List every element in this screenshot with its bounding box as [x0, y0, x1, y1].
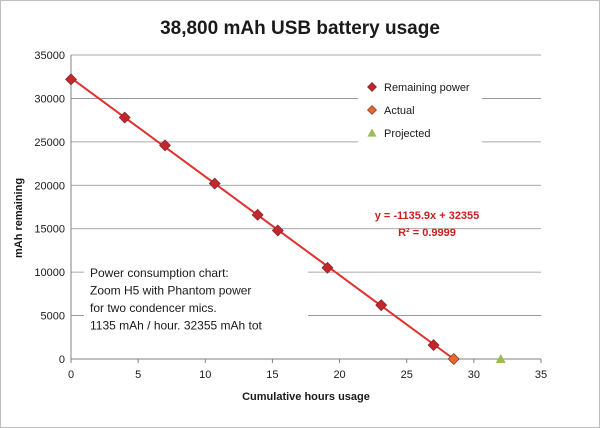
data-point-remaining	[65, 73, 77, 86]
data-point-remaining	[321, 261, 334, 274]
note-background	[84, 262, 308, 338]
trendline	[70, 77, 455, 360]
annotation-note: Power consumption chart: Zoom H5 with Pha…	[84, 262, 308, 338]
y-axis-label: mAh remaining	[13, 178, 25, 258]
axes	[70, 55, 542, 363]
data-point-remaining	[271, 224, 284, 237]
x-tick-label: 30	[468, 369, 480, 381]
x-tick-label: 20	[333, 369, 345, 381]
x-tick-label: 35	[535, 369, 547, 381]
y-tick-label: 35000	[34, 50, 65, 62]
legend-label: Remaining power	[384, 82, 470, 94]
note-line: 1135 mAh / hour. 32355 mAh tot	[90, 319, 263, 333]
data-point-remaining	[375, 299, 388, 312]
data-point-remaining	[427, 339, 440, 352]
legend-background	[358, 72, 482, 144]
y-tick-label: 25000	[34, 137, 65, 149]
x-tick-label: 25	[401, 369, 413, 381]
note-line: Power consumption chart:	[90, 266, 229, 280]
x-tick-label: 5	[135, 369, 141, 381]
data-point-remaining	[251, 208, 264, 221]
legend-marker-projected	[367, 128, 377, 137]
y-tick-label: 10000	[34, 267, 65, 279]
data-point-remaining	[159, 139, 171, 152]
equation-label: y = -1135.9x + 32355	[375, 210, 480, 222]
x-tick-label: 10	[199, 369, 211, 381]
y-tick-labels: 0 5000 10000 15000 20000 25000 30000 35000	[34, 50, 65, 366]
legend-marker	[367, 105, 377, 115]
legend-label: Projected	[384, 128, 430, 140]
trendline-path	[70, 77, 455, 360]
y-tick-label: 15000	[34, 224, 65, 236]
x-axis-label: Cumulative hours usage	[242, 391, 370, 403]
note-line: Zoom H5 with Phantom power	[90, 284, 251, 298]
trendline-equation: y = -1135.9x + 32355 R² = 0.9999	[375, 210, 480, 239]
x-tick-label: 15	[266, 369, 278, 381]
chart-title: 38,800 mAh USB battery usage	[160, 18, 440, 39]
legend-label: Actual	[384, 105, 415, 117]
note-line: for two condencer mics.	[90, 301, 217, 315]
x-tick-label: 0	[68, 369, 74, 381]
y-tick-label: 20000	[34, 180, 65, 192]
data-points	[65, 73, 506, 365]
legend: Remaining power Actual Projected	[358, 72, 482, 144]
data-point-actual	[447, 353, 460, 365]
x-tick-labels: 0 5 10 15 20 25 30 35	[68, 369, 547, 381]
y-tick-label: 30000	[34, 93, 65, 105]
legend-marker	[367, 82, 377, 92]
data-point-projected	[495, 354, 506, 363]
data-point-remaining	[118, 111, 131, 124]
y-tick-label: 0	[59, 354, 65, 366]
data-point-remaining	[208, 177, 221, 190]
r-squared-label: R² = 0.9999	[398, 227, 456, 239]
y-tick-label: 5000	[41, 311, 65, 323]
